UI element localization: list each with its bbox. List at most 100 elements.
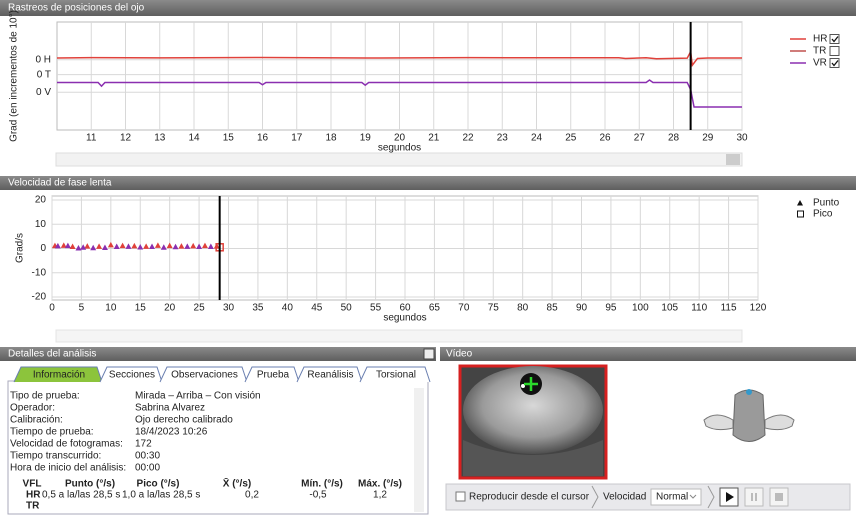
- x-tick-label: 50: [341, 303, 353, 314]
- x-tick-label: 40: [282, 303, 294, 314]
- table-cell: 1,2: [373, 490, 387, 501]
- x-tick-label: 85: [547, 303, 559, 314]
- field-value: Sabrina Alvarez: [135, 403, 205, 414]
- legend-label: Punto: [813, 198, 840, 209]
- y-tick-label: 0 T: [37, 69, 51, 80]
- panel-button[interactable]: [424, 349, 434, 359]
- x-tick-label: 5: [79, 303, 85, 314]
- x-tick-label: 16: [257, 133, 269, 144]
- field-value: Mirada – Arriba – Con visión: [135, 391, 261, 402]
- field-value: 18/4/2023 10:26: [135, 427, 208, 438]
- field-value: 00:00: [135, 463, 160, 474]
- x-tick-label: 35: [252, 303, 264, 314]
- y-tick-label: 20: [35, 195, 47, 206]
- legend-label: VR: [813, 58, 827, 69]
- x-tick-label: 26: [599, 133, 611, 144]
- scrollbar[interactable]: [56, 330, 742, 342]
- panel-header: [440, 347, 856, 361]
- y-axis-label: Grad (en incrementos de 10°): [9, 10, 20, 142]
- panel-title: Velocidad de fase lenta: [8, 178, 112, 189]
- table-cell: 1,0 a la/las 28,5 s: [122, 490, 200, 501]
- x-tick-label: 120: [750, 303, 767, 314]
- speed-value: Normal: [656, 492, 688, 503]
- table-cell: -0,5: [309, 490, 327, 501]
- row-label: TR: [26, 501, 40, 512]
- panel-title: Rastreos de posiciones del ojo: [8, 3, 145, 14]
- x-tick-label: 10: [105, 303, 117, 314]
- table-cell: 0,2: [245, 490, 259, 501]
- field-label: Tiempo de prueba:: [10, 427, 94, 438]
- field-label: Tiempo transcurrido:: [10, 451, 101, 462]
- x-tick-label: 45: [311, 303, 323, 314]
- y-tick-label: -20: [32, 292, 47, 303]
- x-tick-label: 25: [565, 133, 577, 144]
- x-tick-label: 11: [86, 133, 97, 144]
- legend-label: TR: [813, 46, 826, 57]
- x-tick-label: 24: [531, 133, 543, 144]
- table-cell: 0,5 a la/las 28,5 s: [42, 490, 120, 501]
- pause-button[interactable]: [745, 488, 763, 506]
- x-tick-label: 23: [497, 133, 509, 144]
- x-tick-label: 14: [188, 133, 200, 144]
- x-tick-label: 0: [49, 303, 55, 314]
- x-tick-label: 22: [462, 133, 474, 144]
- table-header: Pico (°/s): [137, 479, 180, 490]
- legend-marker: [798, 211, 804, 217]
- tab-label: Observaciones: [171, 370, 238, 381]
- x-tick-label: 18: [325, 133, 337, 144]
- y-tick-label: 0 V: [36, 87, 51, 98]
- tab-label: Secciones: [109, 370, 155, 381]
- x-tick-label: 80: [517, 303, 529, 314]
- x-tick-label: 12: [120, 133, 132, 144]
- x-axis-label: segundos: [383, 313, 426, 324]
- panel-title: Detalles del análisis: [8, 349, 96, 360]
- stop-icon: [775, 493, 783, 501]
- legend-label: HR: [813, 34, 827, 45]
- checkbox[interactable]: [456, 492, 465, 501]
- y-tick-label: 10: [35, 219, 47, 230]
- field-label: Tipo de prueba:: [10, 391, 80, 402]
- legend-checkbox[interactable]: [830, 59, 839, 68]
- y-axis-label: Grad/s: [15, 233, 26, 263]
- field-label: Calibración:: [10, 415, 63, 426]
- tab-label: Reanálisis: [307, 370, 353, 381]
- legend-checkbox[interactable]: [830, 35, 839, 44]
- x-tick-label: 28: [668, 133, 680, 144]
- scrollbar[interactable]: [414, 388, 424, 512]
- table-header: Mín. (°/s): [301, 479, 343, 490]
- x-tick-label: 70: [458, 303, 470, 314]
- x-axis-label: segundos: [378, 143, 421, 154]
- x-tick-label: 65: [429, 303, 441, 314]
- table-header: X̄ (°/s): [223, 477, 251, 489]
- head-model: [704, 389, 794, 442]
- row-label: HR: [26, 490, 41, 501]
- table-header: VFL: [23, 479, 42, 490]
- x-tick-label: 30: [736, 133, 748, 144]
- x-tick-label: 95: [605, 303, 617, 314]
- x-tick-label: 19: [360, 133, 372, 144]
- tab-label: Información: [33, 370, 85, 381]
- x-tick-label: 15: [223, 133, 235, 144]
- x-tick-label: 13: [154, 133, 166, 144]
- panel-title: Vídeo: [446, 349, 473, 360]
- x-tick-label: 75: [488, 303, 500, 314]
- field-value: 172: [135, 439, 152, 450]
- field-value: 00:30: [135, 451, 160, 462]
- x-tick-label: 17: [291, 133, 303, 144]
- table-header: Máx. (°/s): [358, 479, 402, 490]
- y-tick-label: -10: [32, 267, 47, 278]
- legend-label: Pico: [813, 209, 833, 220]
- x-tick-label: 20: [164, 303, 176, 314]
- scrollbar[interactable]: [56, 153, 742, 166]
- x-tick-label: 25: [194, 303, 206, 314]
- y-tick-label: 0: [40, 243, 46, 254]
- field-label: Velocidad de fotogramas:: [10, 439, 123, 450]
- field-value: Ojo derecho calibrado: [135, 415, 233, 426]
- speed-label: Velocidad: [603, 492, 646, 503]
- x-tick-label: 15: [135, 303, 147, 314]
- x-tick-label: 30: [223, 303, 235, 314]
- legend-marker: [797, 200, 803, 206]
- legend-checkbox[interactable]: [830, 47, 839, 56]
- x-tick-label: 29: [702, 133, 714, 144]
- scroll-thumb[interactable]: [726, 154, 740, 165]
